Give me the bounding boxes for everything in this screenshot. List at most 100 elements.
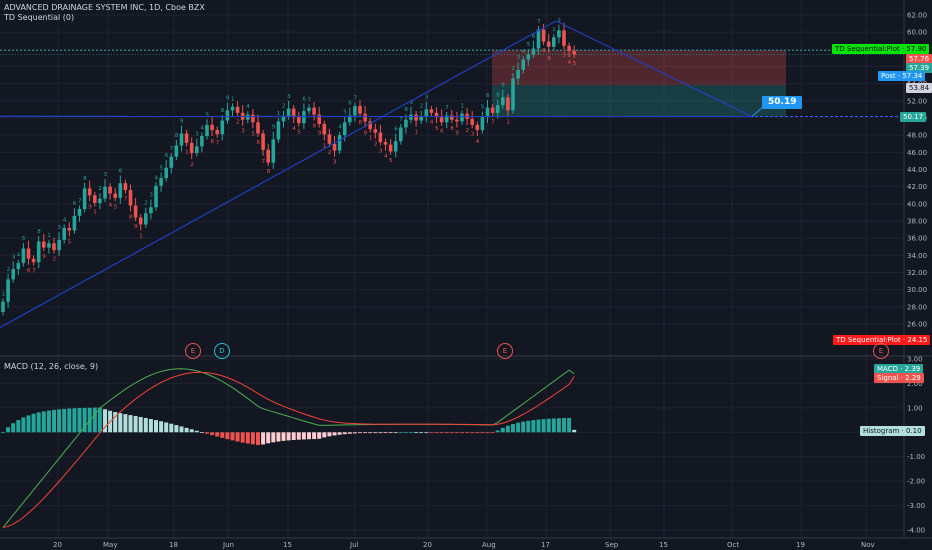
histogram-bar (230, 432, 235, 441)
earnings-event-icon[interactable]: E (873, 343, 889, 359)
price-tick-label: 42.00 (907, 183, 927, 191)
histogram-bar (480, 432, 485, 434)
histogram-bar (562, 418, 566, 433)
histogram-bar (143, 417, 148, 433)
histogram-bar (240, 432, 245, 443)
candle-body (149, 207, 153, 214)
earnings-event-icon[interactable]: E (497, 343, 513, 359)
td-count-label: 7 (262, 159, 266, 165)
candle-body (113, 193, 117, 198)
candle-body (383, 142, 388, 145)
macd-value-tag: MACD · 2.39 (874, 364, 924, 374)
td-count-label: 7 (445, 105, 449, 111)
histogram-bar (286, 432, 291, 441)
macd-tick-label: 3.00 (907, 356, 923, 364)
histogram-bar (210, 432, 215, 436)
histogram-bar (189, 429, 194, 433)
td-count-label: 4 (200, 126, 204, 132)
td-count-label: 6 (302, 96, 306, 102)
histogram-bar (541, 419, 546, 433)
histogram-bar (460, 432, 464, 434)
candle-body (291, 108, 296, 118)
histogram-bar (276, 432, 281, 442)
symbol-title: ADVANCED DRAINAGE SYSTEM INC, 1D, Cboe B… (4, 3, 205, 12)
candle-body (47, 243, 51, 248)
wedge-line (0, 20, 753, 328)
histogram-bar (215, 432, 220, 437)
price-tick-label: 48.00 (907, 132, 927, 140)
candle-body (128, 190, 133, 206)
histogram-bar (220, 432, 225, 438)
candle-body (429, 109, 434, 113)
histogram-bar (291, 432, 296, 440)
time-tick-label: Oct (727, 541, 739, 549)
td-count-label: 9 (364, 130, 368, 136)
histogram-bar (159, 421, 164, 433)
time-tick-label: 20 (53, 541, 62, 549)
candle-body (82, 188, 87, 209)
candle-body (399, 127, 403, 142)
td-count-label: 3 (379, 148, 383, 154)
histogram-bar (296, 432, 301, 440)
td-count-label: 4 (568, 60, 572, 66)
td-count-label: 3 (517, 55, 521, 61)
histogram-bar (490, 432, 495, 434)
td-count-label: 7 (491, 119, 495, 125)
td-count-label: 1 (139, 233, 143, 239)
candle-body (1, 301, 5, 312)
histogram-bar (113, 412, 118, 433)
candle-body (281, 116, 286, 122)
price-tick-label: 40.00 (907, 200, 927, 208)
candle-body (62, 227, 66, 240)
td-count-label: 8 (313, 124, 317, 130)
td-count-label: 3 (333, 160, 337, 166)
histogram-bar (281, 432, 286, 441)
histogram-bar (398, 432, 403, 434)
candle-body (307, 107, 311, 112)
histogram-bar (368, 432, 373, 434)
candle-body (414, 114, 418, 121)
histogram-bar (6, 427, 11, 433)
td-count-label: 5 (435, 126, 439, 132)
candle-body (52, 243, 56, 251)
td-count-label: 9 (226, 96, 230, 102)
histogram-bar (439, 432, 444, 434)
td-count-label: 2 (557, 18, 561, 24)
histogram-bar (1, 432, 5, 434)
earnings-event-icon[interactable]: E (185, 343, 201, 359)
td-count-label: 2 (466, 128, 470, 134)
td-count-label: 7 (32, 269, 36, 275)
td-count-label: 2 (7, 267, 11, 273)
candle-body (501, 97, 505, 106)
td-count-label: 4 (476, 139, 480, 145)
td-count-label: 1 (323, 143, 327, 149)
macd-title: MACD (12, 26, close, 9) (4, 362, 99, 371)
histogram-bar (235, 432, 240, 442)
time-tick-label: 15 (283, 541, 292, 549)
histogram-bar (46, 410, 51, 433)
candle-body (144, 213, 148, 225)
histogram-bar (250, 432, 255, 445)
td-count-label: 4 (246, 104, 250, 110)
candle-body (572, 51, 576, 55)
td-count-label: 8 (359, 120, 363, 126)
candle-body (220, 120, 225, 135)
time-tick-label: 15 (659, 541, 668, 549)
price-tag-c: 53.84 (906, 83, 932, 93)
td-count-label: 8 (267, 169, 271, 175)
time-tick-label: 20 (423, 541, 432, 549)
price-tick-label: 28.00 (907, 303, 927, 311)
td-count-label: 2 (420, 104, 424, 110)
td-count-label: 8 (496, 93, 500, 99)
td-count-label: 4 (155, 175, 159, 181)
histogram-bar (337, 432, 342, 435)
dividend-event-icon[interactable]: D (214, 343, 230, 359)
histogram-bar (449, 432, 454, 434)
candle-body (470, 118, 474, 125)
price-bubble[interactable]: 50.19 (762, 96, 803, 109)
td-count-label: 5 (160, 166, 164, 172)
time-tick-label: Aug (482, 541, 496, 549)
candle-body (536, 29, 541, 49)
candle-body (419, 116, 423, 121)
